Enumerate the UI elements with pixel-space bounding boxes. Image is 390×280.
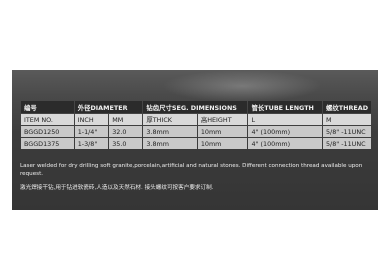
table-cell: MM <box>109 114 142 125</box>
table-cell: 1-3/8" <box>75 138 108 149</box>
table-cell: 1-1/4" <box>75 126 108 137</box>
table-cell: 5/8" -11UNC <box>323 126 371 137</box>
header-cell: 钻齿尺寸SEG. DIMENSIONS <box>143 101 247 113</box>
description-chinese: 激光焊接干钻,用于钻进软瓷砖,人造以及天然石材. 接头螺纹可按客户要求订制. <box>20 184 370 192</box>
page: {"table": { "header": ["编号", "外径DIAMETER… <box>0 0 390 280</box>
banner-glow <box>162 70 322 102</box>
table-cell: 10mm <box>198 138 248 149</box>
table-cell: M <box>323 114 371 125</box>
table-cell: 5/8" -11UNC <box>323 138 371 149</box>
product-banner: 编号 外径DIAMETER 钻齿尺寸SEG. DIMENSIONS 管长TUBE… <box>12 70 378 210</box>
header-cell: 螺纹THREAD <box>323 101 371 113</box>
header-cell: 管长TUBE LENGTH <box>248 101 321 113</box>
table-cell: 3.8mm <box>143 126 196 137</box>
table-cell: 10mm <box>198 126 248 137</box>
table-cell: BGGD1250 <box>21 126 74 137</box>
table-cell: INCH <box>75 114 108 125</box>
header-cell: 外径DIAMETER <box>75 101 143 113</box>
table-cell: 4" (100mm) <box>248 138 321 149</box>
table-cell: 3.8mm <box>143 138 196 149</box>
header-row: 编号 外径DIAMETER 钻齿尺寸SEG. DIMENSIONS 管长TUBE… <box>21 101 371 113</box>
table-cell: BGGD1375 <box>21 138 74 149</box>
table-cell: 厚THICK <box>143 114 196 125</box>
table-cell: 32.0 <box>109 126 142 137</box>
description-english: Laser welded for dry drilling soft grani… <box>20 162 370 178</box>
table-cell: 35.0 <box>109 138 142 149</box>
spec-table: 编号 外径DIAMETER 钻齿尺寸SEG. DIMENSIONS 管长TUBE… <box>20 100 372 150</box>
table-cell: 高HEIGHT <box>198 114 248 125</box>
table-cell: 4" (100mm) <box>248 126 321 137</box>
table-cell: ITEM NO. <box>21 114 74 125</box>
header-cell: 编号 <box>21 101 74 113</box>
table-cell: L <box>248 114 321 125</box>
